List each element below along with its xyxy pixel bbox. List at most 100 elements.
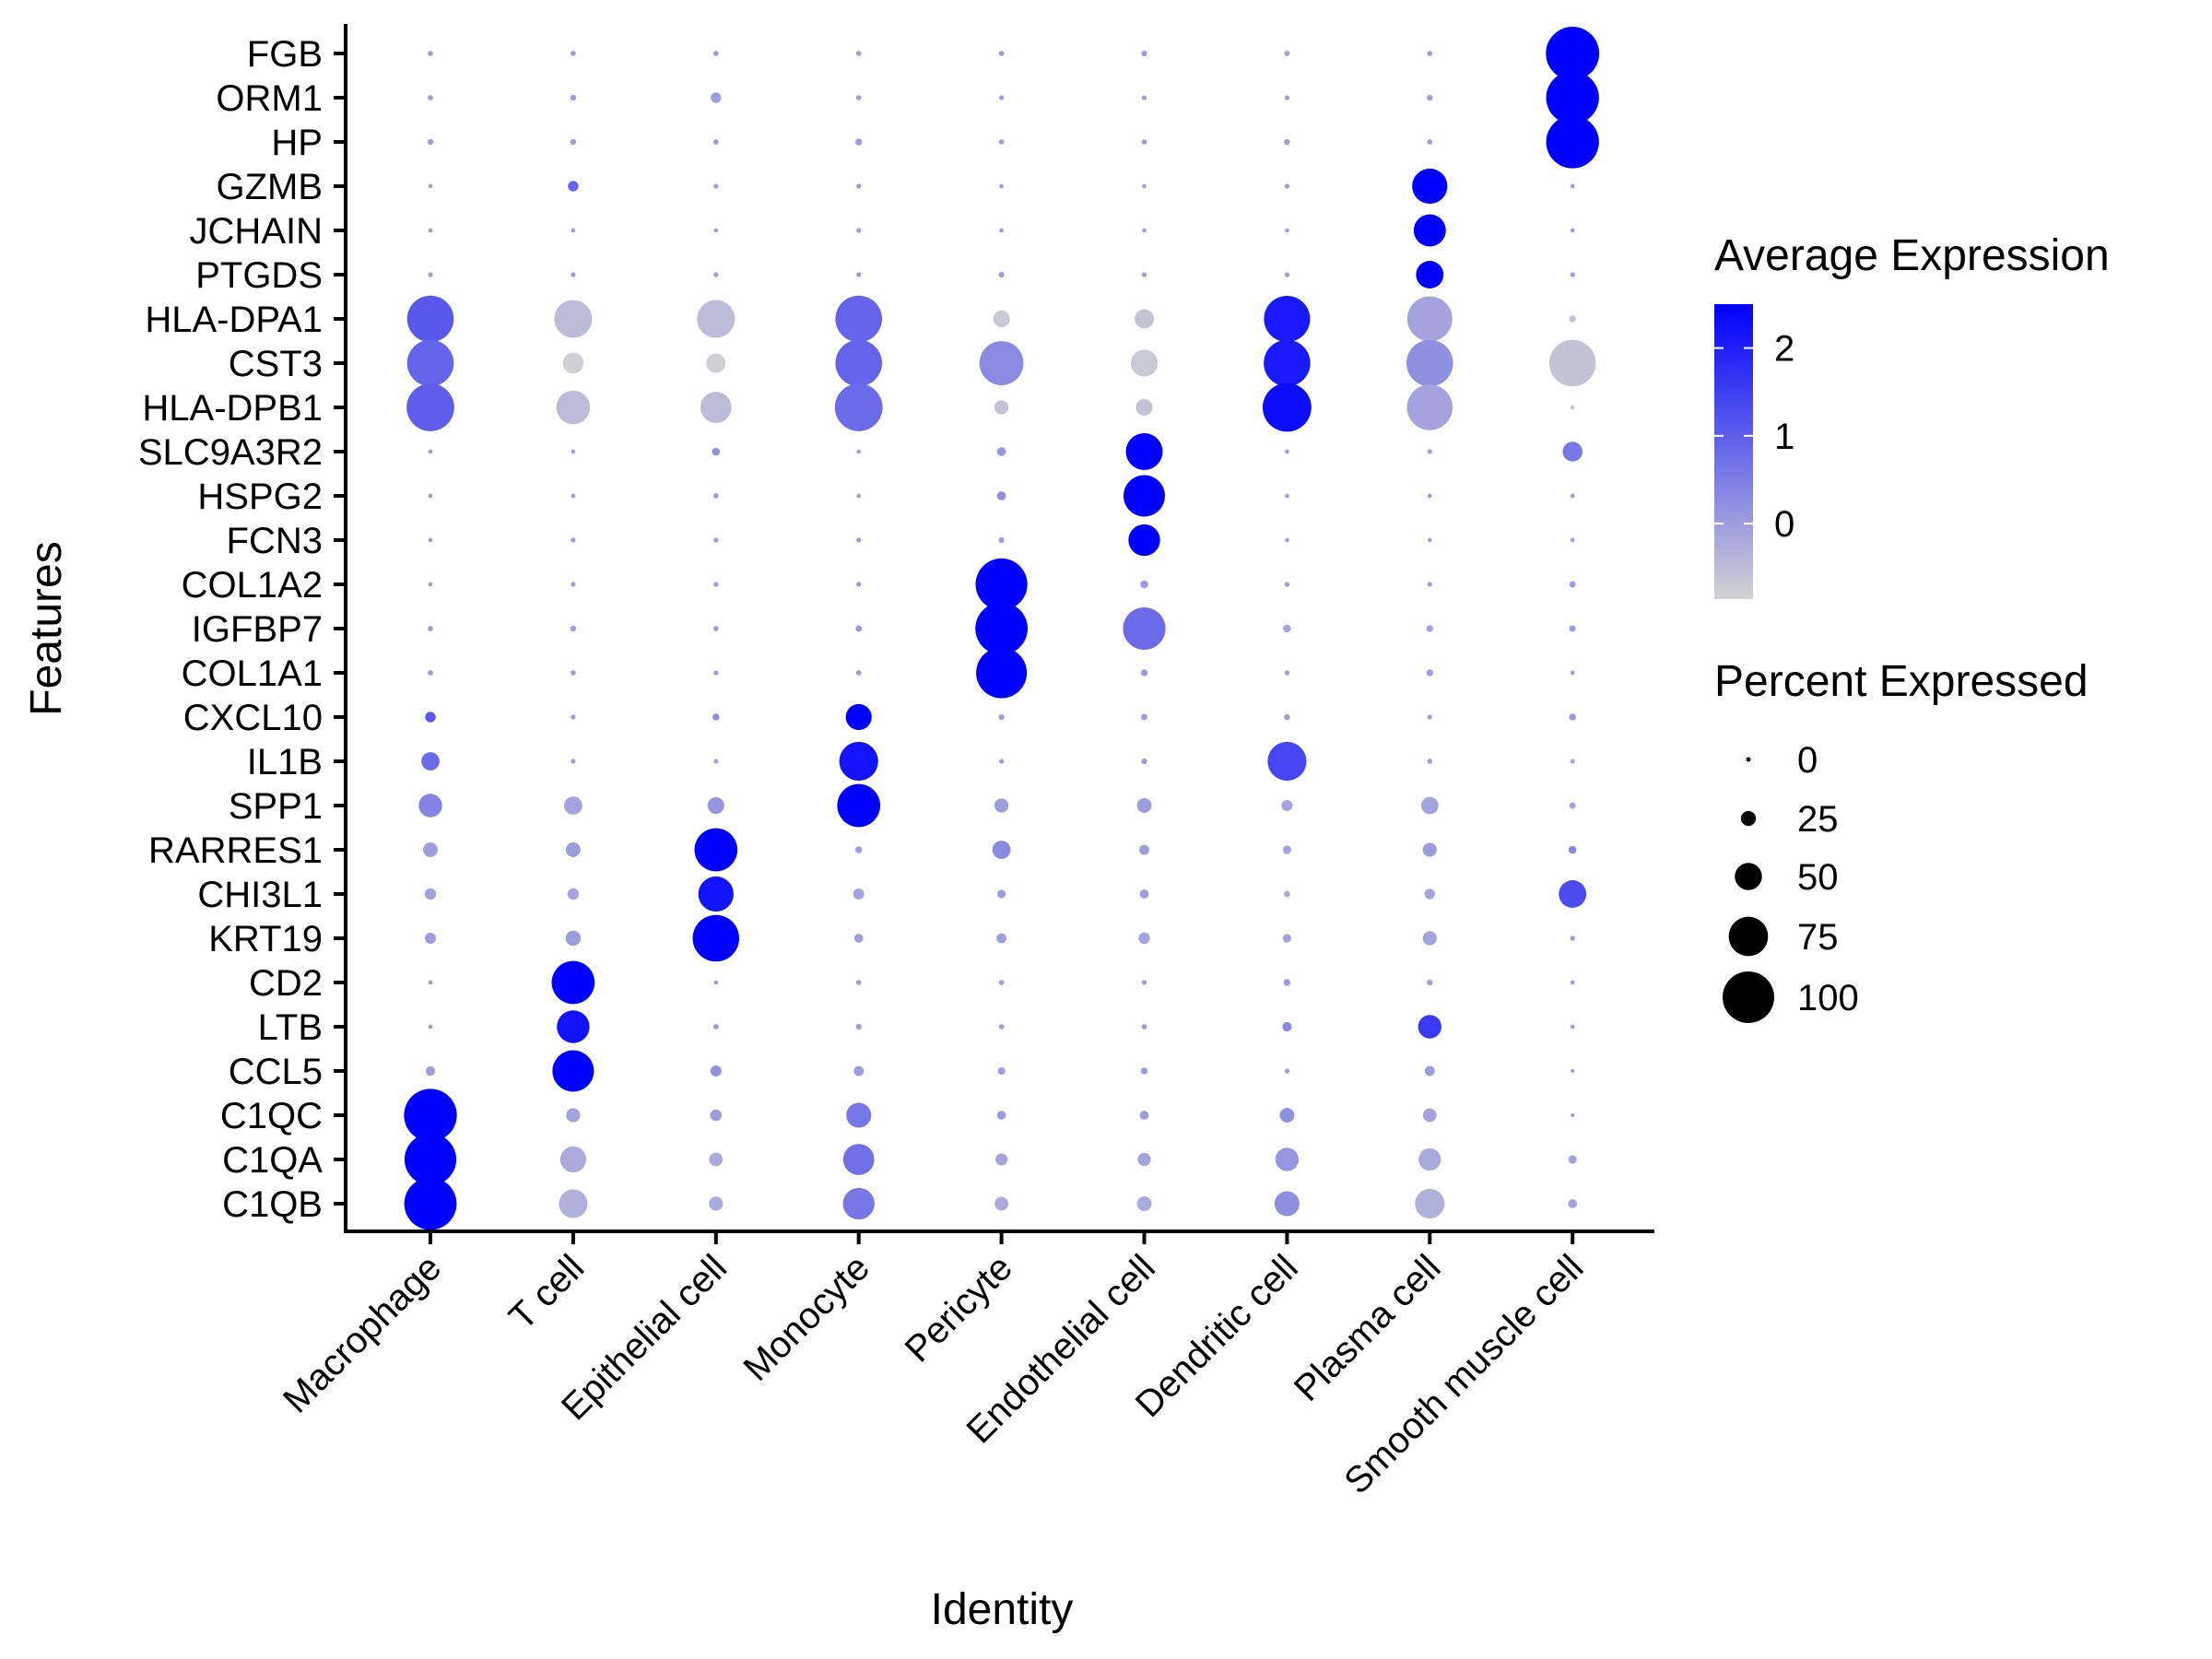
dot-col1a1-plasma-cell xyxy=(1426,669,1434,677)
dot-cst3-t-cell xyxy=(562,352,584,374)
size-legend-items: 0 25 50 75 100 xyxy=(1723,740,1859,1023)
x-tick-label: T cell xyxy=(501,1247,592,1337)
dot-cst3-macrophage xyxy=(406,339,454,387)
dot-ptgds-monocyte xyxy=(856,272,862,277)
y-tick-label: COL1A1 xyxy=(182,653,323,694)
dot-c1qb-smooth-muscle-cell xyxy=(1568,1199,1578,1208)
dot-ccl5-macrophage xyxy=(425,1065,436,1077)
y-tick-label: COL1A2 xyxy=(182,565,323,606)
dot-igfbp7-t-cell xyxy=(570,625,577,632)
dot-chi3l1-epithelial-cell xyxy=(698,876,734,912)
y-tick-label: HLA-DPA1 xyxy=(145,300,323,340)
dot-col1a1-epithelial-cell xyxy=(713,670,719,676)
dot-fcn3-dendritic-cell xyxy=(1285,537,1289,543)
dot-hla-dpb1-macrophage xyxy=(406,383,454,431)
size-legend-label: 75 xyxy=(1797,917,1839,958)
dot-il1b-smooth-muscle-cell xyxy=(1570,759,1575,764)
y-tick-label: GZMB xyxy=(216,167,323,207)
size-legend-label: 25 xyxy=(1797,799,1839,840)
size-legend-label: 0 xyxy=(1797,740,1818,781)
dot-ltb-epithelial-cell xyxy=(712,1024,719,1030)
dot-fcn3-endothelial-cell xyxy=(1128,524,1160,557)
dot-spp1-dendritic-cell xyxy=(1281,800,1293,811)
dot-hspg2-smooth-muscle-cell xyxy=(1570,493,1575,499)
dot-igfbp7-epithelial-cell xyxy=(712,626,719,631)
dot-col1a2-epithelial-cell xyxy=(713,582,719,587)
dot-c1qa-monocyte xyxy=(842,1144,875,1175)
dot-chi3l1-t-cell xyxy=(567,888,580,900)
dot-spp1-epithelial-cell xyxy=(707,796,724,815)
dot-hp-endothelial-cell xyxy=(1141,139,1147,145)
y-tick-label: C1QB xyxy=(222,1184,323,1225)
dot-fcn3-pericyte xyxy=(998,536,1005,544)
color-legend-tick-label: 2 xyxy=(1774,329,1794,370)
size-legend-dot xyxy=(1723,971,1774,1023)
dot-c1qc-dendritic-cell xyxy=(1279,1108,1295,1123)
y-tick-label: RARRES1 xyxy=(148,830,323,871)
dot-chi3l1-macrophage xyxy=(424,888,437,900)
dot-cd2-t-cell xyxy=(551,960,595,1005)
dot-hla-dpb1-t-cell xyxy=(556,390,591,425)
dot-col1a2-macrophage xyxy=(428,582,433,587)
dot-fcn3-monocyte xyxy=(856,537,862,543)
dot-chi3l1-dendritic-cell xyxy=(1283,890,1290,898)
y-tick-label: CST3 xyxy=(229,344,323,384)
dot-spp1-endothelial-cell xyxy=(1136,798,1152,813)
dot-cxcl10-macrophage xyxy=(425,712,436,723)
dot-krt19-pericyte xyxy=(996,933,1007,944)
dot-ltb-t-cell xyxy=(557,1010,590,1043)
dot-col1a2-smooth-muscle-cell xyxy=(1569,581,1576,588)
dot-fgb-smooth-muscle-cell xyxy=(1546,27,1600,80)
dot-c1qa-t-cell xyxy=(559,1146,587,1173)
dot-igfbp7-smooth-muscle-cell xyxy=(1569,625,1576,632)
dot-ltb-endothelial-cell xyxy=(1141,1024,1147,1030)
dot-fgb-dendritic-cell xyxy=(1284,51,1290,56)
dot-cst3-smooth-muscle-cell xyxy=(1548,339,1596,387)
dot-igfbp7-plasma-cell xyxy=(1426,625,1434,632)
dot-cst3-dendritic-cell xyxy=(1264,339,1311,387)
size-legend-dot xyxy=(1740,810,1757,827)
dot-ptgds-macrophage xyxy=(428,272,433,277)
dot-c1qc-monocyte xyxy=(846,1102,872,1128)
dot-col1a1-t-cell xyxy=(571,670,576,676)
dot-cst3-epithelial-cell xyxy=(706,353,726,373)
size-legend-dot xyxy=(1746,757,1751,762)
dot-krt19-epithelial-cell xyxy=(692,914,740,962)
dot-ptgds-t-cell xyxy=(571,272,576,277)
dot-col1a1-pericyte xyxy=(976,647,1028,699)
dot-cst3-endothelial-cell xyxy=(1130,349,1159,377)
dot-krt19-plasma-cell xyxy=(1422,931,1437,946)
dot-c1qb-pericyte xyxy=(994,1196,1008,1211)
dot-cxcl10-epithelial-cell xyxy=(712,713,720,721)
x-tick-label: Monocyte xyxy=(735,1247,877,1389)
dot-c1qa-macrophage xyxy=(404,1133,457,1186)
dot-rarres1-dendritic-cell xyxy=(1282,845,1291,854)
size-legend-label: 100 xyxy=(1797,978,1859,1018)
dot-ccl5-pericyte xyxy=(997,1066,1006,1076)
dot-krt19-macrophage xyxy=(425,933,436,944)
dot-spp1-monocyte xyxy=(837,783,881,828)
dot-jchain-t-cell xyxy=(571,228,576,233)
dot-il1b-endothelial-cell xyxy=(1141,758,1147,765)
dot-cst3-monocyte xyxy=(835,339,882,387)
dot-hla-dpb1-smooth-muscle-cell xyxy=(1570,405,1575,410)
dot-il1b-dendritic-cell xyxy=(1267,741,1307,782)
dot-fgb-pericyte xyxy=(998,51,1005,56)
dot-hla-dpb1-epithelial-cell xyxy=(700,392,732,423)
dot-krt19-smooth-muscle-cell xyxy=(1570,935,1575,941)
y-axis-ticks: FGBORM1HPGZMBJCHAINPTGDSHLA-DPA1CST3HLA-… xyxy=(138,34,346,1225)
dot-jchain-monocyte xyxy=(856,228,862,233)
dot-cd2-macrophage xyxy=(428,980,433,985)
dot-cd2-monocyte xyxy=(855,980,862,985)
dot-rarres1-endothelial-cell xyxy=(1139,844,1149,855)
y-tick-label: IGFBP7 xyxy=(192,609,323,650)
dot-cd2-plasma-cell xyxy=(1427,979,1433,986)
dot-col1a1-macrophage xyxy=(428,670,433,676)
dot-cd2-endothelial-cell xyxy=(1141,980,1147,985)
dot-ptgds-smooth-muscle-cell xyxy=(1570,272,1575,277)
dot-jchain-pericyte xyxy=(999,228,1004,233)
dot-hla-dpa1-t-cell xyxy=(554,300,593,338)
dot-slc9a3r2-dendritic-cell xyxy=(1285,449,1289,454)
dot-chi3l1-plasma-cell xyxy=(1424,888,1436,900)
